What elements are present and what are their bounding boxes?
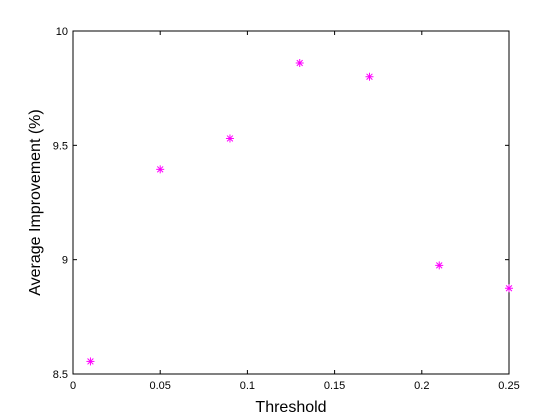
data-point bbox=[295, 59, 304, 68]
x-tick-label: 0.15 bbox=[324, 380, 345, 392]
y-tick-label: 9 bbox=[62, 255, 68, 267]
data-points bbox=[86, 59, 513, 366]
x-axis: 0 0.05 0.1 0.15 0.2 0.25 bbox=[70, 31, 520, 392]
data-point bbox=[435, 261, 444, 270]
plot-area bbox=[72, 30, 510, 375]
data-point bbox=[86, 357, 95, 366]
y-tick-label: 8.5 bbox=[53, 369, 68, 381]
data-point bbox=[505, 284, 513, 293]
y-axis-label: Average Improvement (%) bbox=[27, 109, 44, 295]
data-point bbox=[156, 165, 165, 174]
x-tick-label: 0.25 bbox=[498, 380, 519, 392]
x-tick-label: 0.2 bbox=[414, 380, 429, 392]
x-tick-label: 0.05 bbox=[149, 380, 170, 392]
y-tick-label: 9.5 bbox=[53, 140, 68, 152]
x-axis-label: Threshold bbox=[255, 399, 326, 416]
y-tick-label: 10 bbox=[56, 26, 68, 38]
x-tick-label: 0.1 bbox=[240, 380, 255, 392]
data-point bbox=[225, 134, 234, 143]
x-tick-label: 0 bbox=[70, 380, 76, 392]
data-point bbox=[365, 72, 374, 81]
y-axis: 8.5 9 9.5 10 bbox=[53, 26, 509, 381]
